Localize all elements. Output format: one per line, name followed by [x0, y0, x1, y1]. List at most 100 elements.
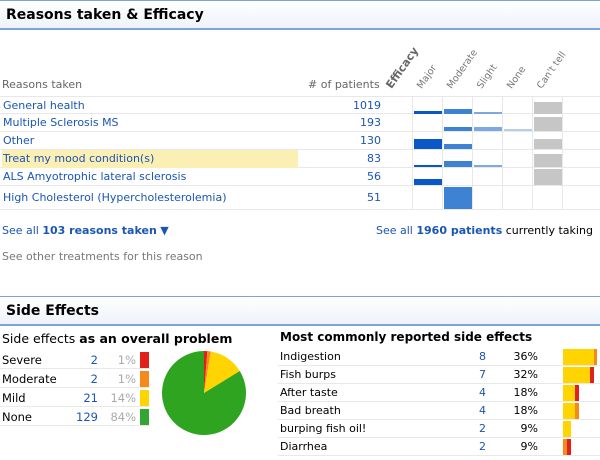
efficacy-cell	[442, 168, 472, 186]
see-all-patients[interactable]: See all 1960 patients currently taking	[376, 224, 593, 237]
patients-column-header: # of patients	[308, 78, 380, 91]
severity-count[interactable]: 21	[83, 391, 98, 405]
severity-count[interactable]: 2	[90, 353, 98, 367]
patient-count[interactable]: 193	[360, 116, 381, 129]
common-side-effects-title: Most commonly reported side effects	[280, 330, 533, 344]
side-effect-count[interactable]: 8	[479, 350, 486, 363]
patient-count[interactable]: 56	[367, 170, 381, 183]
side-effect-count[interactable]: 4	[479, 404, 486, 417]
side-effect-label: Indigestion	[280, 350, 341, 363]
severity-percent: 84%	[110, 410, 136, 424]
side-effect-bar-segment	[563, 367, 590, 383]
reason-link[interactable]: General health	[3, 99, 85, 112]
pie-slice-severe	[204, 351, 208, 393]
side-effects-section-header: Side Effects	[0, 296, 600, 326]
reason-row: General health 1019	[0, 96, 600, 115]
efficacy-cell	[412, 168, 442, 186]
efficacy-cell	[532, 132, 562, 150]
side-effect-percent: 9%	[520, 440, 538, 453]
efficacy-bar	[414, 139, 442, 149]
efficacy-cell	[472, 186, 502, 210]
side-effect-bar-segment	[563, 403, 575, 419]
efficacy-bar	[444, 187, 472, 209]
side-effect-count[interactable]: 2	[479, 440, 486, 453]
patient-count[interactable]: 83	[367, 152, 381, 165]
reason-link[interactable]: ALS Amyotrophic lateral sclerosis	[3, 170, 187, 183]
pie-slice-none	[162, 351, 246, 435]
efficacy-bar	[444, 127, 472, 131]
efficacy-cell	[562, 186, 592, 210]
side-effect-bar	[563, 385, 579, 401]
severity-row: Severe 2 1%	[0, 351, 150, 369]
efficacy-cell	[502, 186, 532, 210]
efficacy-bar	[414, 111, 442, 114]
severity-row: None 129 84%	[0, 408, 150, 426]
side-effects-section-title: Side Effects	[6, 303, 99, 319]
side-effect-percent: 9%	[520, 422, 538, 435]
severity-count[interactable]: 129	[76, 410, 98, 424]
side-effect-count[interactable]: 7	[479, 368, 486, 381]
efficacy-bar	[414, 179, 442, 185]
side-effect-row: Fish burps 7 32%	[278, 366, 600, 384]
severity-count[interactable]: 2	[90, 372, 98, 386]
side-effect-count[interactable]: 2	[479, 422, 486, 435]
severity-percent: 14%	[110, 391, 136, 405]
side-effect-percent: 18%	[513, 404, 538, 417]
severity-percent: 1%	[117, 353, 136, 367]
side-effect-bar-segment	[563, 349, 594, 365]
efficacy-cell	[562, 97, 592, 115]
efficacy-cell	[532, 114, 562, 132]
severity-label: Severe	[2, 353, 42, 367]
side-effect-bar-segment	[563, 385, 575, 401]
reason-link[interactable]: Other	[3, 134, 35, 147]
efficacy-bar	[534, 169, 562, 185]
see-all-reasons-link[interactable]: See all 103 reasons taken ▼	[2, 224, 169, 237]
efficacy-bar	[534, 154, 562, 167]
efficacy-cell	[412, 150, 442, 168]
reason-link[interactable]: Treat my mood condition(s)	[2, 150, 298, 168]
efficacy-bar	[414, 165, 442, 167]
patient-count[interactable]: 1019	[353, 99, 381, 112]
side-effect-row: burping fish oil! 2 9%	[278, 420, 600, 438]
efficacy-cell	[412, 114, 442, 132]
efficacy-bar	[444, 161, 472, 167]
efficacy-cell	[502, 150, 532, 168]
see-all-patients-count[interactable]: 1960 patients	[416, 224, 503, 237]
see-all-patients-prefix: See all	[376, 224, 417, 237]
severity-color-swatch	[140, 409, 149, 425]
efficacy-cell	[412, 132, 442, 150]
pie-slice-moderate	[204, 351, 211, 393]
efficacy-cell	[562, 168, 592, 186]
overall-title-bold: as an overall problem	[79, 331, 233, 346]
efficacy-cell	[442, 150, 472, 168]
efficacy-cell	[532, 186, 562, 210]
see-other-treatments-link[interactable]: See other treatments for this reason	[2, 250, 203, 263]
side-effect-row: Bad breath 4 18%	[278, 402, 600, 420]
overall-title-prefix: Side effects	[2, 331, 80, 346]
efficacy-cell	[502, 132, 532, 150]
side-effect-bar-segment	[575, 403, 579, 419]
side-effect-bar	[563, 439, 571, 455]
reason-row: Other 130	[0, 132, 600, 150]
side-effect-bar-segment	[575, 385, 579, 401]
see-all-reasons-prefix: See all	[2, 224, 43, 237]
efficacy-bar	[504, 129, 532, 131]
efficacy-level-2: Slight	[474, 62, 500, 91]
reason-row: ALS Amyotrophic lateral sclerosis 56	[0, 168, 600, 186]
severity-label: Mild	[2, 391, 26, 405]
severity-color-swatch	[140, 390, 149, 406]
reason-row: Treat my mood condition(s) 83	[0, 150, 600, 168]
side-effect-count[interactable]: 4	[479, 386, 486, 399]
patient-count[interactable]: 130	[360, 134, 381, 147]
reason-row: High Cholesterol (Hypercholesterolemia) 5…	[0, 186, 600, 210]
side-effect-label: burping fish oil!	[280, 422, 367, 435]
patient-count[interactable]: 51	[367, 191, 381, 204]
efficacy-cell	[472, 150, 502, 168]
reason-link[interactable]: Multiple Sclerosis MS	[3, 116, 119, 129]
side-effect-bar-segment	[590, 367, 594, 383]
efficacy-cell	[532, 150, 562, 168]
severity-color-swatch	[140, 371, 149, 387]
severity-row: Moderate 2 1%	[0, 370, 150, 388]
reasons-column-header: Reasons taken	[2, 78, 83, 91]
reason-link[interactable]: High Cholesterol (Hypercholesterolemia)	[3, 191, 227, 204]
